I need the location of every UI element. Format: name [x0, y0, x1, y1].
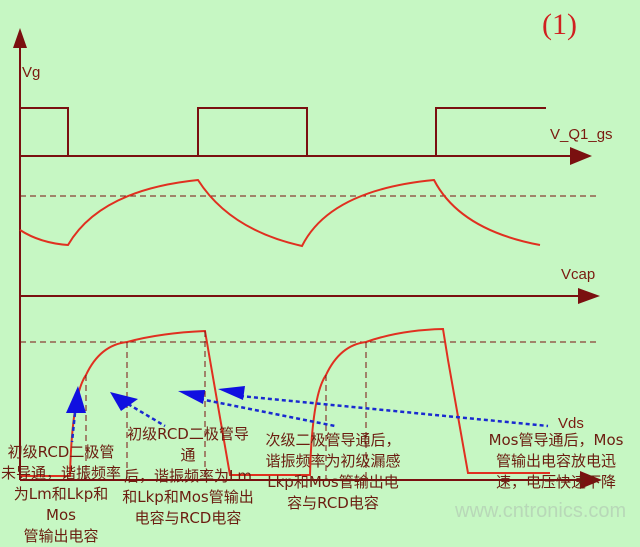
annotation-line: Mos管导通后，Mos	[488, 431, 624, 449]
watermark: www.cntronics.com	[455, 500, 627, 522]
annotation-line: Lkp和Mos管输出电	[267, 473, 399, 491]
vg-label: Vg	[22, 64, 41, 81]
annotation-line: 未导通，谐振频率	[0, 464, 121, 482]
annotation-line: 初级RCD二极管导通	[127, 425, 249, 464]
arrow-head-icon	[218, 386, 245, 400]
vds-axis	[20, 471, 602, 489]
annotation-line: 管输出电容	[23, 527, 99, 545]
phase-markers	[85, 331, 367, 480]
annotation-arrows	[70, 394, 549, 443]
waveform-diagram	[13, 28, 602, 489]
annotation-line: 谐振频率为初级漏感	[265, 452, 401, 470]
cap-label: Vcap	[561, 266, 596, 283]
y-axis-arrow-icon	[13, 28, 27, 48]
annotation-4: Mos管导通后，Mos 管输出电容放电迅 速，电压快速下降	[470, 430, 640, 493]
annotation-line: 容与RCD电容	[287, 494, 379, 512]
annotation-line: 管输出电容放电迅	[495, 452, 616, 470]
annotation-line: 次级二极管导通后，	[265, 431, 401, 449]
cap-axis	[20, 288, 600, 304]
gate-waveform	[20, 107, 546, 157]
annotation-line: 为Lm和Lkp和Mos	[13, 485, 109, 524]
arrow-head-icon	[178, 390, 205, 404]
gate-label: V_Q1_gs	[550, 126, 613, 143]
vds-waveform	[20, 327, 550, 477]
vds-label: Vds	[558, 415, 584, 432]
annotation-3: 次级二极管导通后， 谐振频率为初级漏感 Lkp和Mos管输出电 容与RCD电容	[262, 430, 404, 514]
annotation-line: 初级RCD二极管	[7, 443, 115, 461]
arrow-head-icon	[66, 386, 86, 413]
annotation-line: 电容与RCD电容	[134, 509, 242, 527]
annotation-line: 速，电压快速下降	[495, 473, 616, 491]
annotation-2: 初级RCD二极管导通 后，谐振频率为Lm 和Lkp和Mos管输出 电容与RCD电…	[120, 424, 256, 529]
figure-number: (1)	[542, 8, 577, 41]
arrow-head-icon	[110, 392, 138, 411]
cap-waveform	[19, 178, 541, 248]
annotation-1: 初级RCD二极管 未导通，谐振频率 为Lm和Lkp和Mos 管输出电容	[0, 442, 122, 547]
annotation-line: 和Lkp和Mos管输出	[122, 488, 254, 506]
annotation-line: 后，谐振频率为Lm	[124, 467, 252, 485]
